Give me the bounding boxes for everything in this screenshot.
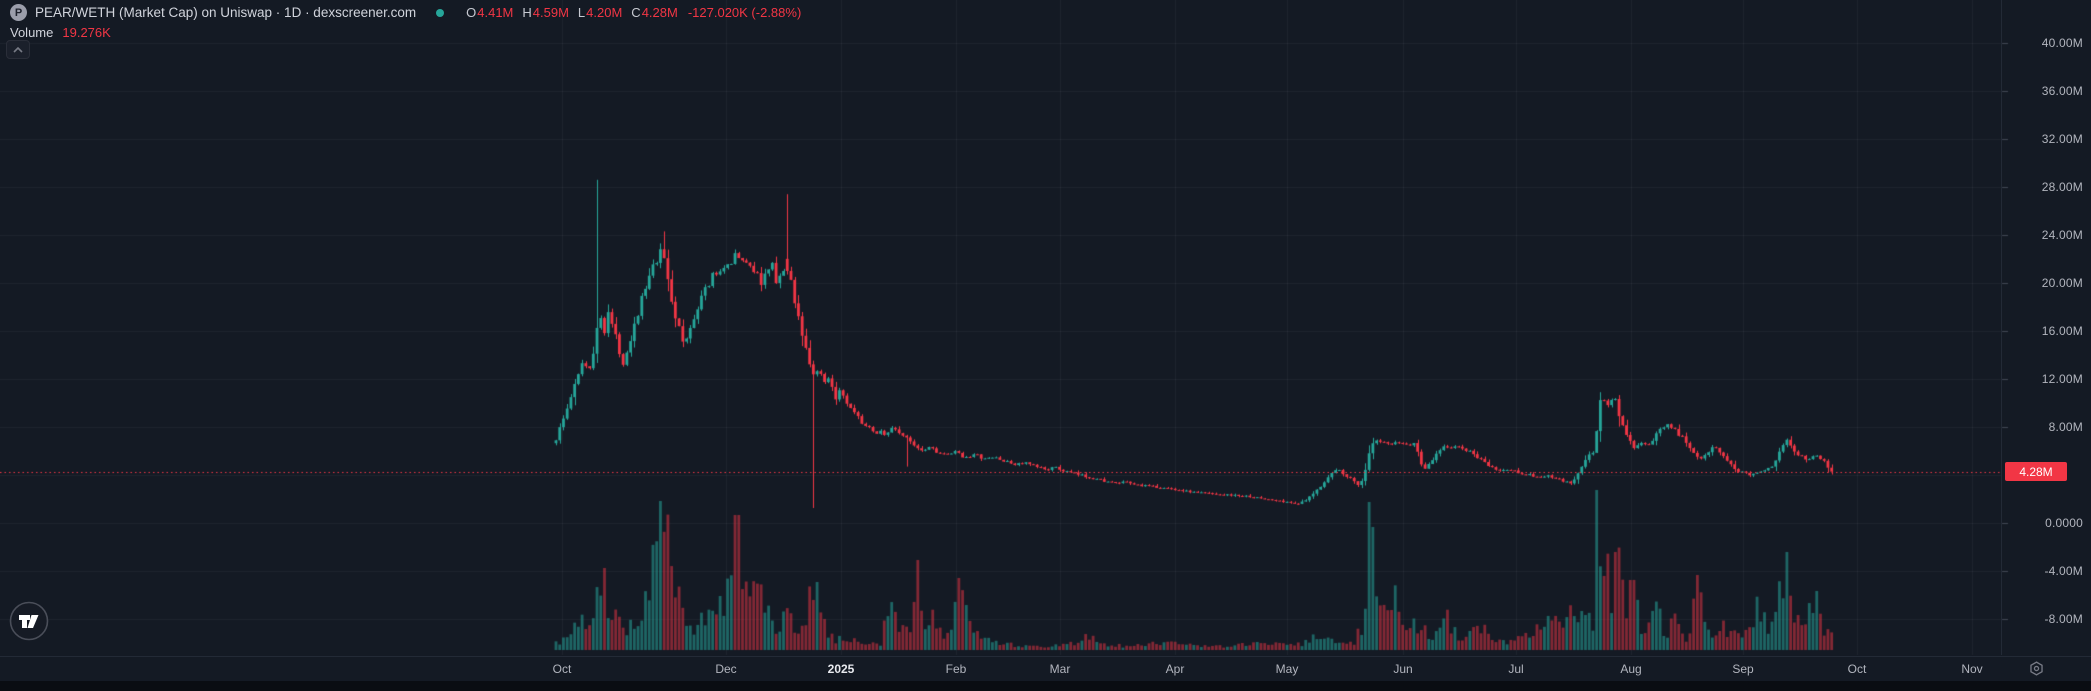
time-axis-tick: Sep bbox=[1732, 662, 1754, 676]
live-status-icon bbox=[436, 8, 445, 17]
price-axis-tick: 12.00M bbox=[2041, 372, 2083, 386]
time-axis-tick: Feb bbox=[945, 662, 967, 676]
chevron-up-icon bbox=[13, 46, 23, 53]
high-value: 4.59M bbox=[532, 5, 569, 20]
price-axis[interactable]: 4.28M 40.00M 36.00M 32.00M 28.00M 24.00M 20.0… bbox=[2001, 0, 2091, 655]
price-axis-tick: 28.00M bbox=[2041, 180, 2083, 194]
time-axis-tick: Oct bbox=[1847, 662, 1867, 676]
axis-settings-button[interactable] bbox=[2026, 658, 2046, 678]
time-axis-tick: Oct bbox=[552, 662, 572, 676]
last-price-label: 4.28M bbox=[2005, 462, 2067, 482]
close-label: C bbox=[631, 5, 641, 20]
price-axis-tick: 32.00M bbox=[2041, 132, 2083, 146]
time-axis-tick: 2025 bbox=[827, 662, 855, 676]
price-axis-tick: 20.00M bbox=[2041, 276, 2083, 290]
open-label: O bbox=[466, 5, 477, 20]
time-axis-tick: Mar bbox=[1049, 662, 1071, 676]
volume-value: 19.276K bbox=[62, 25, 111, 40]
ohlc-readout: O 4.41M H 4.59M L 4.20M C 4.28M -127.020K (-… bbox=[466, 5, 801, 20]
price-axis-tick: 24.00M bbox=[2041, 228, 2083, 242]
time-axis-tick: Dec bbox=[715, 662, 737, 676]
price-axis-tick: 8.00M bbox=[2048, 420, 2083, 434]
time-axis[interactable]: Oct Dec 2025 Feb Mar Apr May Jun Jul Aug Sep Oct Nov bbox=[0, 656, 2091, 682]
price-axis-tick: -4.00M bbox=[2044, 564, 2083, 578]
time-axis-tick: Apr bbox=[1165, 662, 1185, 676]
pair-logo-icon: P bbox=[10, 4, 27, 21]
change-value: -127.020K (-2.88%) bbox=[687, 5, 802, 20]
bottom-strip bbox=[0, 681, 2091, 691]
volume-label: Volume bbox=[10, 25, 54, 40]
price-axis-tick: -8.00M bbox=[2044, 612, 2083, 626]
open-value: 4.41M bbox=[477, 5, 514, 20]
gear-icon bbox=[2029, 660, 2043, 676]
chart-legend: P PEAR/WETH (Market Cap) on Uniswap · 1D… bbox=[10, 4, 801, 21]
tradingview-logo[interactable] bbox=[9, 601, 49, 641]
price-axis-tick: 36.00M bbox=[2041, 84, 2083, 98]
time-axis-tick: Jun bbox=[1393, 662, 1413, 676]
price-axis-tick: 0.0000 bbox=[2045, 516, 2083, 530]
price-axis-tick: 16.00M bbox=[2041, 324, 2083, 338]
tradingview-icon bbox=[9, 601, 49, 641]
time-axis-tick: Nov bbox=[1961, 662, 1983, 676]
volume-legend: Volume 19.276K bbox=[10, 25, 111, 40]
collapse-legend-button[interactable] bbox=[6, 40, 30, 59]
low-value: 4.20M bbox=[586, 5, 623, 20]
time-axis-tick: May bbox=[1275, 662, 1299, 676]
time-axis-tick: Aug bbox=[1620, 662, 1642, 676]
time-axis-tick: Jul bbox=[1508, 662, 1524, 676]
chart-title[interactable]: PEAR/WETH (Market Cap) on Uniswap · 1D ·… bbox=[35, 5, 417, 20]
price-axis-tick: 40.00M bbox=[2041, 36, 2083, 50]
low-label: L bbox=[577, 5, 586, 20]
close-value: 4.28M bbox=[641, 5, 678, 20]
high-label: H bbox=[522, 5, 532, 20]
